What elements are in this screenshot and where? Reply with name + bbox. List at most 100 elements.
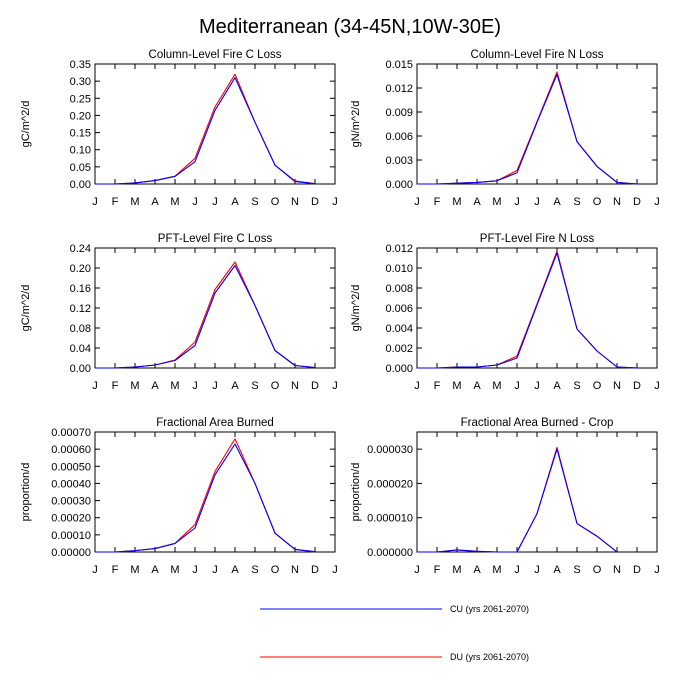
y-axis-label: gC/m^2/d — [20, 101, 32, 148]
x-tick-label: J — [212, 196, 218, 208]
y-tick-label: 0.00070 — [51, 427, 91, 439]
y-tick-label: 0.08 — [70, 323, 91, 335]
y-axis-label: proportion/d — [20, 463, 32, 522]
series-line-cu — [95, 443, 316, 553]
x-tick-label: O — [271, 564, 280, 576]
y-axis-label: proportion/d — [350, 463, 362, 522]
y-tick-label: 0.000 — [385, 179, 413, 191]
x-tick-label: A — [473, 196, 481, 208]
x-tick-label: D — [633, 564, 641, 576]
series-line-cu — [417, 73, 638, 185]
y-tick-label: 0.24 — [70, 243, 91, 255]
x-tick-label: J — [534, 380, 540, 392]
x-tick-label: N — [613, 380, 621, 392]
y-tick-label: 0.05 — [70, 162, 91, 174]
x-tick-label: S — [573, 564, 580, 576]
x-tick-label: S — [251, 196, 258, 208]
x-tick-label: J — [332, 196, 338, 208]
x-tick-label: M — [452, 196, 461, 208]
x-tick-label: M — [452, 564, 461, 576]
x-tick-label: A — [473, 564, 481, 576]
x-tick-label: M — [130, 196, 139, 208]
y-tick-label: 0.012 — [385, 83, 413, 95]
y-tick-label: 0.000 — [385, 363, 413, 375]
x-tick-label: A — [553, 564, 561, 576]
y-tick-label: 0.04 — [70, 343, 91, 355]
x-tick-label: A — [473, 380, 481, 392]
y-tick-label: 0.000030 — [367, 444, 413, 456]
y-tick-label: 0.000010 — [367, 513, 413, 525]
y-tick-label: 0.000020 — [367, 478, 413, 490]
y-tick-label: 0.004 — [385, 323, 413, 335]
series-line-cu — [95, 264, 316, 369]
x-tick-label: M — [170, 196, 179, 208]
panel-title: PFT-Level Fire N Loss — [480, 233, 595, 245]
series-line-du — [95, 438, 316, 553]
plot-frame — [94, 63, 336, 185]
series-line-cu — [417, 448, 618, 553]
x-tick-label: A — [231, 380, 239, 392]
x-tick-label: M — [492, 564, 501, 576]
x-tick-label: D — [311, 564, 319, 576]
x-tick-label: O — [593, 196, 602, 208]
series-line-du — [417, 250, 638, 369]
y-tick-label: 0.12 — [70, 303, 91, 315]
x-tick-label: J — [212, 380, 218, 392]
y-tick-label: 0.00010 — [51, 530, 91, 542]
y-axis-label: gC/m^2/d — [20, 285, 32, 332]
x-tick-label: J — [192, 564, 198, 576]
x-tick-label: M — [170, 564, 179, 576]
x-tick-label: F — [434, 196, 441, 208]
x-tick-label: F — [112, 564, 119, 576]
y-tick-label: 0.010 — [385, 263, 413, 275]
x-tick-label: J — [192, 196, 198, 208]
plot-frame — [94, 431, 336, 553]
x-tick-label: J — [192, 380, 198, 392]
x-tick-label: A — [151, 380, 159, 392]
x-tick-label: J — [654, 380, 660, 392]
plot-frame — [416, 63, 658, 185]
x-tick-label: J — [514, 196, 520, 208]
panel-title: Column-Level Fire N Loss — [471, 49, 604, 61]
x-tick-label: M — [452, 380, 461, 392]
y-tick-label: 0.000000 — [367, 547, 413, 559]
x-tick-label: J — [414, 380, 420, 392]
x-tick-label: D — [311, 380, 319, 392]
x-tick-label: A — [151, 564, 159, 576]
x-tick-label: J — [514, 380, 520, 392]
x-tick-label: F — [434, 564, 441, 576]
x-tick-label: J — [654, 196, 660, 208]
y-tick-label: 0.16 — [70, 283, 91, 295]
x-tick-label: M — [492, 380, 501, 392]
x-tick-label: N — [613, 196, 621, 208]
y-tick-label: 0.00000 — [51, 547, 91, 559]
y-tick-label: 0.00030 — [51, 496, 91, 508]
series-line-du — [95, 73, 316, 185]
x-tick-label: M — [130, 564, 139, 576]
y-tick-label: 0.012 — [385, 243, 413, 255]
series-line-du — [417, 71, 638, 185]
x-tick-label: J — [414, 196, 420, 208]
x-tick-label: J — [332, 564, 338, 576]
x-tick-label: S — [573, 380, 580, 392]
legend-label-cu: CU (yrs 2061-2070) — [450, 604, 529, 614]
x-tick-label: F — [112, 380, 119, 392]
figure-title: Mediterranean (34-45N,10W-30E) — [199, 16, 501, 38]
x-tick-label: F — [434, 380, 441, 392]
x-tick-label: J — [92, 564, 98, 576]
x-tick-label: J — [534, 196, 540, 208]
x-tick-label: N — [613, 564, 621, 576]
y-tick-label: 0.009 — [385, 107, 413, 119]
x-tick-label: M — [130, 380, 139, 392]
x-tick-label: S — [573, 196, 580, 208]
x-tick-label: J — [414, 564, 420, 576]
series-line-du — [417, 446, 618, 553]
x-tick-label: A — [553, 196, 561, 208]
y-tick-label: 0.015 — [385, 59, 413, 71]
y-tick-label: 0.008 — [385, 283, 413, 295]
